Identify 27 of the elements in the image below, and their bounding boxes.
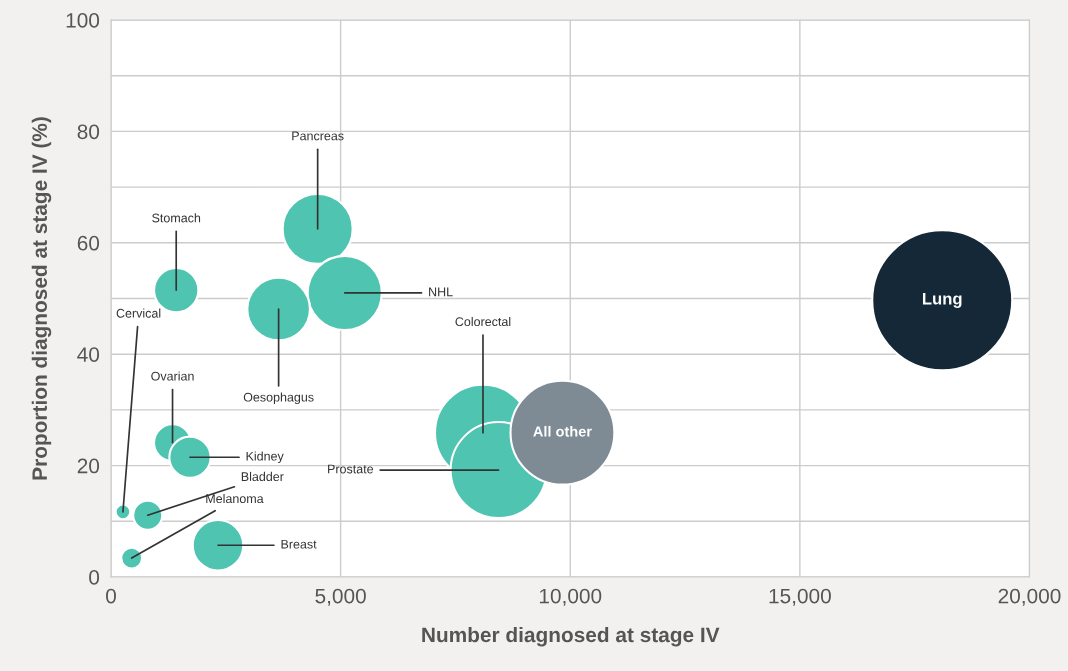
y-tick-label: 80 (77, 124, 100, 140)
text: Ovarian (151, 371, 194, 381)
text: Stomach (152, 213, 201, 223)
text: Bladder (241, 471, 284, 482)
y-tick-label: 40 (77, 347, 100, 362)
y-axis-title: Proportion diagnosed at stage IV (%) (31, 117, 52, 480)
text: Colorectal (455, 316, 511, 327)
y-tick-label: 100 (66, 13, 100, 28)
x-tick-label: 20,000 (998, 588, 1061, 606)
text: Breast (281, 539, 317, 549)
x-tick-label: 10,000 (539, 588, 602, 606)
x-tick-label: 0 (106, 588, 116, 604)
text: Kidney (246, 451, 284, 464)
text: Melanoma (206, 493, 264, 504)
x-axis-title: Number diagnosed at stage IV (422, 626, 720, 647)
text: Prostate (328, 464, 374, 474)
text: Cervical (116, 308, 161, 318)
series-label: Lung (922, 292, 962, 308)
y-tick-label: 60 (77, 235, 100, 251)
series-label: All other (533, 425, 592, 437)
y-tick-label: 0 (89, 570, 100, 585)
x-tick-label: 15,000 (769, 588, 831, 606)
y-tick-label: 20 (77, 458, 100, 474)
text: Oesophagus (243, 392, 314, 405)
text: NHL (429, 287, 453, 297)
text: Pancreas (292, 131, 344, 141)
x-tick-label: 5,000 (315, 588, 366, 606)
